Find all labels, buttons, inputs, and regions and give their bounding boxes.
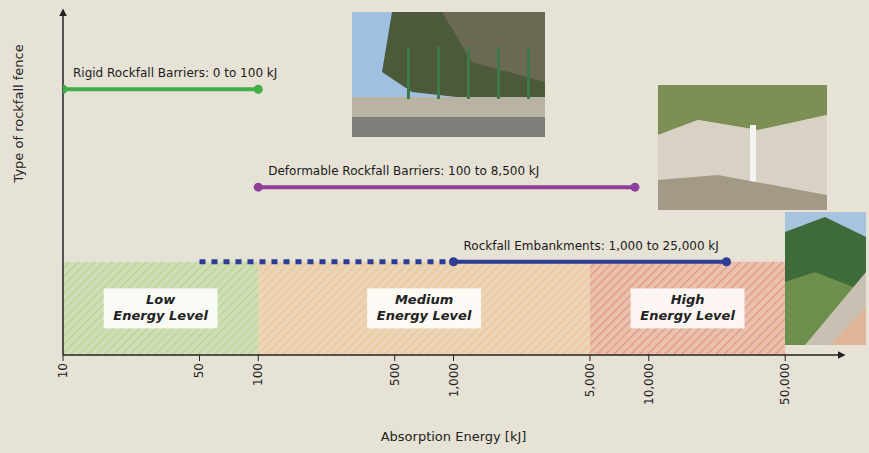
svg-text:Absorption Energy [kJ]: Absorption Energy [kJ] bbox=[381, 429, 527, 444]
svg-text:50,000: 50,000 bbox=[778, 363, 792, 405]
svg-text:Rockfall Embankments: 1,000 to: Rockfall Embankments: 1,000 to 25,000 kJ bbox=[464, 239, 719, 253]
svg-text:Deformable Rockfall Barriers:: Deformable Rockfall Barriers: 100 to 8,5… bbox=[268, 164, 539, 178]
svg-text:1,000: 1,000 bbox=[447, 363, 461, 397]
svg-text:50: 50 bbox=[192, 363, 206, 378]
svg-text:MediumEnergy Level: MediumEnergy Level bbox=[377, 292, 472, 323]
svg-text:LowEnergy Level: LowEnergy Level bbox=[113, 292, 208, 323]
svg-text:10: 10 bbox=[56, 363, 70, 378]
svg-text:500: 500 bbox=[388, 363, 402, 386]
svg-text:HighEnergy Level: HighEnergy Level bbox=[640, 292, 735, 323]
svg-text:5,000: 5,000 bbox=[583, 363, 597, 397]
svg-text:10,000: 10,000 bbox=[642, 363, 656, 405]
svg-text:100: 100 bbox=[251, 363, 265, 386]
svg-text:Rigid Rockfall Barriers: 0 to: Rigid Rockfall Barriers: 0 to 100 kJ bbox=[73, 66, 277, 80]
svg-text:Type of rockfall fence: Type of rockfall fence bbox=[11, 44, 26, 183]
